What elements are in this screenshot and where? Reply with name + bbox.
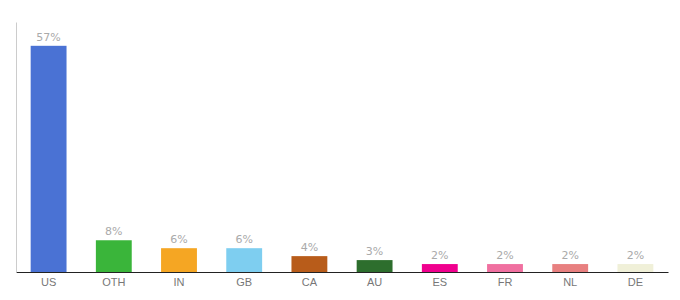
bar	[161, 248, 197, 272]
x-tick: AU	[367, 272, 382, 288]
y-axis	[16, 23, 17, 273]
bar	[357, 260, 393, 272]
data-label: 3%	[366, 245, 383, 258]
bar	[291, 256, 327, 272]
x-tick-label: OTH	[102, 276, 125, 288]
x-tick-label: DE	[628, 276, 643, 288]
x-tick-label: IN	[174, 276, 185, 288]
data-label: 6%	[235, 233, 252, 246]
x-tick: CA	[302, 272, 318, 288]
bar	[487, 264, 523, 272]
x-axis-line	[17, 272, 669, 273]
x-tick: ES	[432, 272, 447, 288]
x-tick: DE	[628, 272, 643, 288]
x-tick: IN	[174, 272, 185, 288]
x-tick: NL	[563, 272, 577, 288]
data-label: 2%	[431, 249, 448, 262]
data-label: 57%	[36, 31, 60, 44]
x-tick: FR	[498, 272, 513, 288]
bar	[226, 248, 262, 272]
chart: US OTH IN GB CA AU ES FR NL DE 57% 8% 6% 6% 4% 3% 2% 2% 2%…	[0, 0, 680, 300]
x-tick-label: CA	[302, 276, 318, 288]
data-label: 4%	[301, 241, 318, 254]
data-label: 8%	[105, 225, 122, 238]
bars	[31, 46, 654, 272]
x-tick-label: US	[41, 276, 56, 288]
bar	[552, 264, 588, 272]
bar	[422, 264, 458, 272]
x-tick-label: NL	[563, 276, 577, 288]
data-label: 6%	[170, 233, 187, 246]
x-tick: GB	[236, 272, 252, 288]
data-label: 2%	[496, 249, 513, 262]
bar	[617, 264, 653, 272]
data-label: 2%	[561, 249, 578, 262]
x-axis: US OTH IN GB CA AU ES FR NL DE	[17, 272, 669, 288]
y-axis-line	[16, 23, 17, 273]
bar	[31, 46, 67, 272]
data-labels: 57% 8% 6% 6% 4% 3% 2% 2% 2% 2%	[36, 31, 644, 262]
x-tick: US	[41, 272, 56, 288]
x-tick: OTH	[102, 272, 125, 288]
x-tick-label: GB	[236, 276, 252, 288]
x-tick-label: AU	[367, 276, 382, 288]
data-label: 2%	[627, 249, 644, 262]
bar	[96, 240, 132, 272]
x-tick-label: ES	[432, 276, 447, 288]
x-tick-label: FR	[498, 276, 513, 288]
plot: US OTH IN GB CA AU ES FR NL DE 57% 8% 6% 6% 4% 3% 2% 2% 2%…	[17, 23, 669, 288]
